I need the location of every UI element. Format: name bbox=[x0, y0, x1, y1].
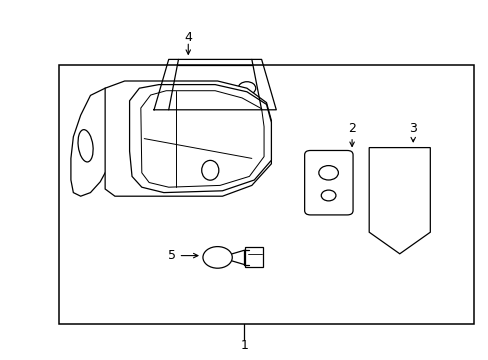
Polygon shape bbox=[71, 88, 115, 196]
Polygon shape bbox=[129, 85, 271, 193]
Ellipse shape bbox=[201, 161, 219, 180]
Polygon shape bbox=[141, 91, 264, 187]
Ellipse shape bbox=[78, 130, 93, 162]
Polygon shape bbox=[105, 81, 271, 196]
Text: 1: 1 bbox=[240, 339, 248, 352]
Text: 2: 2 bbox=[347, 122, 355, 135]
Text: 3: 3 bbox=[408, 122, 416, 135]
Polygon shape bbox=[368, 148, 429, 254]
Text: 4: 4 bbox=[184, 31, 192, 44]
Text: 5: 5 bbox=[168, 249, 176, 262]
FancyBboxPatch shape bbox=[304, 150, 352, 215]
FancyBboxPatch shape bbox=[245, 247, 263, 267]
